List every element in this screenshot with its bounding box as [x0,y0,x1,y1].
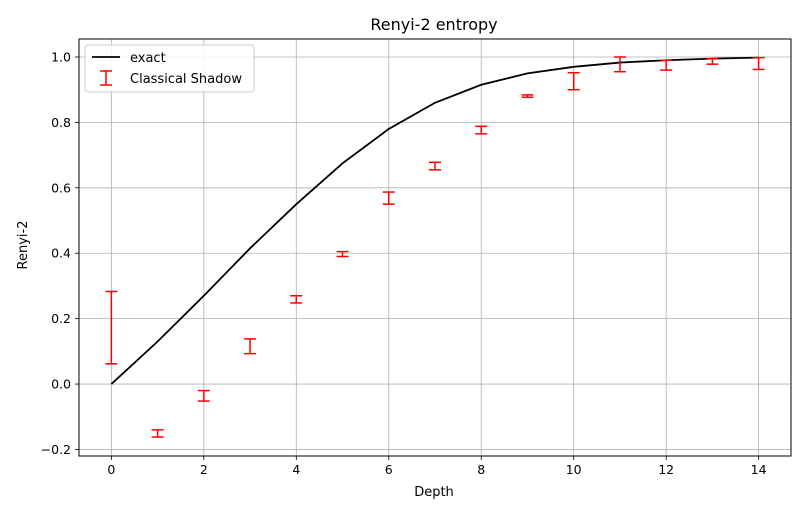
shadow-errorbar [475,125,488,135]
y-tick-label: 0.6 [51,180,71,195]
plot-series [105,56,765,438]
y-tick-label: 0.2 [51,311,71,326]
shadow-errorbar [336,250,349,258]
y-tick-label: 0.4 [51,246,71,261]
y-tick-label: 0.8 [51,115,71,130]
axis-ticks: 0 2 4 6 8 10 12 14 −0.2 0.0 0.2 0.4 0.6 0.8 1.0 [41,49,767,477]
shadow-errorbar [613,56,626,73]
legend-exact-label: exact [130,51,166,66]
x-tick-label: 12 [658,462,674,477]
y-axis-title: Renyi-2 [16,221,31,270]
shadow-errorbar [105,290,118,365]
x-tick-label: 10 [566,462,582,477]
y-tick-label: 1.0 [51,49,71,64]
y-tick-label: 0.0 [51,377,71,392]
grid [79,39,791,456]
x-tick-label: 0 [107,462,115,477]
shadow-errorbar [151,429,164,438]
legend-shadow-swatch [100,70,112,86]
x-tick-label: 6 [385,462,393,477]
plot-frame [78,38,792,457]
x-axis-title: Depth [414,485,454,500]
shadow-errorbar [382,191,395,205]
legend-shadow-label: Classical Shadow [130,72,242,87]
x-tick-label: 2 [200,462,208,477]
shadow-errorbar [567,71,580,91]
legend-box [84,44,255,93]
shadow-errorbar [197,389,210,402]
shadow-errorbar [521,94,534,98]
x-tick-label: 4 [292,462,300,477]
chart-title: Renyi-2 entropy [370,15,497,34]
y-tick-label: −0.2 [41,442,71,457]
shadow-errorbar [660,59,673,71]
x-tick-label: 14 [751,462,767,477]
shadow-errorbar [429,161,441,171]
x-tick-label: 8 [477,462,485,477]
shadow-errorbar [244,338,257,355]
exact-line [110,56,759,385]
shadow-errorbar [290,294,303,304]
shadow-errorbar [706,57,719,65]
legend: exact Classical Shadow [84,44,255,93]
shadow-errorbar [752,56,765,71]
